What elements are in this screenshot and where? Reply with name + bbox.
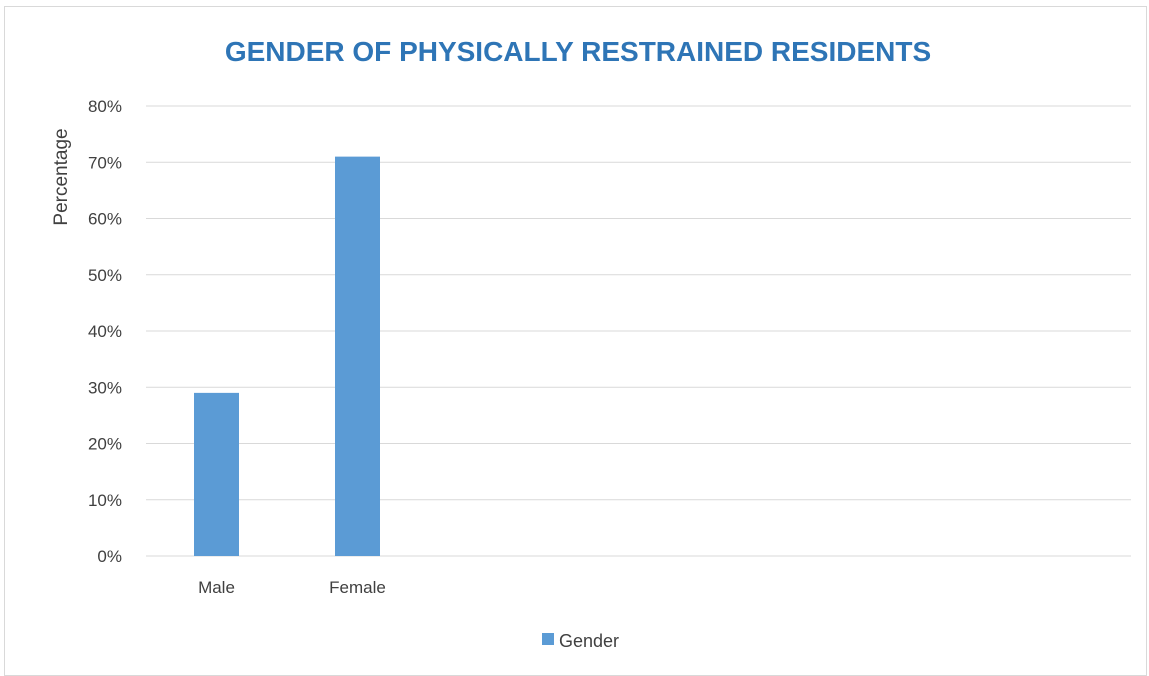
bar-female [335,156,380,556]
y-tick-label: 50% [88,266,122,285]
legend: Gender [542,631,619,651]
legend-swatch [542,633,554,645]
chart-frame [4,6,1147,676]
y-tick-label: 70% [88,153,122,172]
y-tick-label: 60% [88,210,122,229]
y-tick-label: 30% [88,378,122,397]
y-axis-ticks: 0% 10% 20% 30% 40% 50% 60% 70% 80% [88,97,122,566]
chart-title: GENDER OF PHYSICALLY RESTRAINED RESIDENT… [225,36,931,67]
x-tick-label: Male [198,578,235,597]
bars [194,156,380,556]
y-tick-label: 40% [88,322,122,341]
x-axis-ticks: Male Female [198,578,386,597]
y-tick-label: 20% [88,435,122,454]
y-axis-label: Percentage [51,128,72,225]
legend-label: Gender [559,631,619,651]
y-tick-label: 0% [97,547,122,566]
bar-male [194,392,239,556]
y-tick-label: 80% [88,97,122,116]
y-tick-label: 10% [88,491,122,510]
gridlines [146,105,1131,557]
x-tick-label: Female [329,578,386,597]
